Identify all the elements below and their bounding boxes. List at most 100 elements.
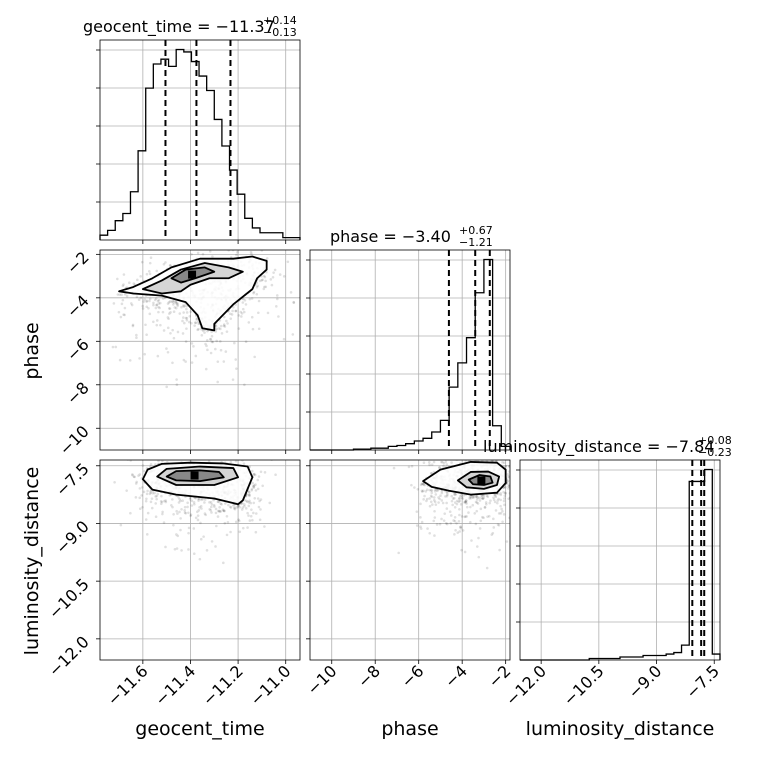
luminosity_distance_vs_phase-sample (428, 497, 431, 500)
phase_vs_geocent_time-sample (168, 312, 171, 315)
luminosity_distance_vs_geocent_time-sample (202, 535, 205, 538)
luminosity_distance_vs_phase-sample (449, 514, 453, 517)
phase_vs_geocent_time-sample (225, 330, 229, 333)
luminosity_distance_vs_phase-sample (444, 455, 447, 458)
phase_vs_geocent_time-peak (188, 270, 197, 279)
phase_vs_geocent_time-sample (200, 333, 204, 337)
luminosity_distance_vs_phase-sample (507, 475, 510, 478)
luminosity_distance_vs_phase-sample (507, 485, 510, 488)
luminosity_distance_vs_geocent_time-sample (223, 509, 226, 512)
phase_vs_geocent_time-sample (147, 306, 150, 310)
luminosity_distance_vs_phase-sample (458, 530, 462, 533)
luminosity_distance_vs_phase-sample (515, 492, 518, 495)
ytick-label-luminosity_distance-3: −7.5 (52, 459, 93, 500)
phase_vs_geocent_time-sample (145, 272, 149, 276)
phase_vs_geocent_time-sample (206, 348, 209, 352)
luminosity_distance_vs_phase-sample (464, 515, 467, 518)
phase_vs_geocent_time-sample (204, 367, 208, 371)
phase_vs_geocent_time-sample (139, 275, 143, 278)
luminosity_distance_vs_geocent_time-sample (229, 505, 232, 509)
luminosity_distance_vs_phase-sample (508, 516, 510, 520)
luminosity_distance_vs_geocent_time-sample (229, 506, 233, 509)
luminosity_distance_vs_geocent_time-sample (196, 518, 200, 522)
luminosity_distance_vs_geocent_time-sample (161, 510, 164, 514)
luminosity_distance_vs_geocent_time-sample (209, 456, 212, 459)
luminosity_distance_vs_geocent_time-sample (153, 491, 156, 495)
luminosity_distance_vs_geocent_time-sample (229, 460, 233, 464)
phase_vs_geocent_time-sample (142, 300, 145, 303)
luminosity_distance_vs_phase-sample (458, 507, 461, 511)
luminosity_distance_vs_geocent_time-sample (173, 547, 177, 551)
phase_vs_geocent_time-sample (167, 317, 170, 321)
phase_vs_geocent_time-sample (184, 340, 188, 343)
luminosity_distance_vs_phase-sample (454, 528, 457, 532)
luminosity_distance_vs_phase-sample (492, 517, 495, 521)
luminosity_distance_vs_geocent_time-sample (129, 511, 132, 515)
luminosity_distance_vs_phase-sample (501, 460, 504, 464)
luminosity_distance_vs_geocent_time-sample (119, 523, 123, 527)
xlabel-phase: phase (381, 718, 438, 740)
phase_vs_geocent_time-sample (201, 252, 205, 256)
luminosity_distance_vs_geocent_time-sample (221, 508, 225, 511)
luminosity_distance_vs_geocent_time-sample (254, 489, 258, 492)
luminosity_distance_vs_geocent_time-sample (259, 498, 263, 501)
title-geocent_time-sub: −0.13 (263, 26, 297, 39)
luminosity_distance_vs_geocent_time-sample (199, 537, 203, 541)
luminosity_distance_vs_geocent_time-sample (146, 511, 150, 515)
luminosity_distance_vs_geocent_time-sample (247, 514, 250, 517)
phase_vs_geocent_time-sample (205, 338, 209, 342)
luminosity_distance_vs_geocent_time-sample (223, 521, 227, 525)
luminosity_distance_vs_phase-sample (397, 551, 400, 555)
luminosity_distance_vs_geocent_time-sample (176, 512, 179, 515)
luminosity_distance_vs_geocent_time-sample (159, 455, 162, 458)
diag-panel-geocent_time: geocent_time = −11.37 +0.14 −0.13 (83, 14, 301, 244)
luminosity_distance_vs_phase-sample (460, 548, 463, 552)
luminosity_distance_vs_geocent_time-sample (212, 503, 216, 507)
luminosity_distance_vs_geocent_time-sample (160, 500, 164, 504)
luminosity_distance_vs_phase-sample (410, 483, 413, 487)
luminosity_distance_vs_geocent_time-sample (209, 505, 213, 509)
luminosity_distance_vs_geocent_time-sample (258, 518, 262, 522)
phase_vs_geocent_time-sample (277, 315, 280, 318)
hist-luminosity_distance-frame (519, 459, 721, 661)
luminosity_distance_vs_geocent_time-sample (258, 499, 261, 503)
luminosity_distance_vs_phase-sample (499, 492, 502, 495)
luminosity_distance_vs_phase-sample (410, 464, 414, 468)
title-phase-sub: −1.21 (459, 236, 493, 249)
luminosity_distance_vs_phase-sample (458, 497, 461, 501)
luminosity_distance_vs_geocent_time-sample (131, 473, 134, 477)
phase_vs_geocent_time-sample (196, 320, 200, 324)
luminosity_distance_vs_geocent_time-sample (137, 474, 140, 477)
luminosity_distance_vs_phase-sample (478, 527, 482, 530)
phase_vs_geocent_time-sample (250, 315, 254, 319)
phase_vs_geocent_time-sample (226, 322, 229, 325)
luminosity_distance_vs_phase-sample (459, 525, 463, 528)
luminosity_distance_vs_phase-sample (488, 501, 492, 505)
phase_vs_geocent_time-sample (172, 336, 176, 340)
luminosity_distance_vs_phase-sample (428, 463, 431, 467)
luminosity_distance_vs_phase-sample (469, 495, 473, 498)
luminosity_distance_vs_phase-sample (504, 491, 507, 495)
luminosity_distance_vs_phase-sample (487, 514, 491, 518)
luminosity_distance_vs_geocent_time-sample (237, 518, 240, 522)
luminosity_distance_vs_geocent_time-sample (163, 499, 166, 503)
luminosity_distance_vs_phase-sample (460, 496, 464, 499)
phase_vs_geocent_time-sample (138, 357, 141, 360)
luminosity_distance_vs_phase-sample (506, 473, 510, 476)
phase_vs_geocent_time-sample (255, 285, 259, 289)
luminosity_distance_vs_geocent_time-sample (234, 460, 238, 463)
luminosity_distance_vs_phase-sample (415, 510, 419, 513)
luminosity_distance_vs_phase-sample (433, 534, 436, 537)
luminosity_distance_vs_geocent_time-sample (135, 480, 138, 484)
luminosity_distance_vs_phase-sample (515, 510, 518, 513)
luminosity_distance_vs_phase-sample (480, 496, 484, 500)
phase_vs_geocent_time-sample (230, 313, 234, 316)
phase_vs_geocent_time-sample (119, 315, 123, 319)
luminosity_distance_vs_geocent_time-sample (209, 501, 213, 504)
xtick-label-geocent_time-0: −11.6 (104, 661, 152, 709)
phase_vs_geocent_time-sample (188, 320, 191, 324)
luminosity_distance_vs_phase-sample (426, 527, 429, 530)
luminosity_distance_vs_geocent_time-sample (248, 490, 251, 494)
luminosity_distance_vs_geocent_time-sample (145, 533, 149, 536)
luminosity_distance_vs_phase-sample (435, 489, 439, 493)
